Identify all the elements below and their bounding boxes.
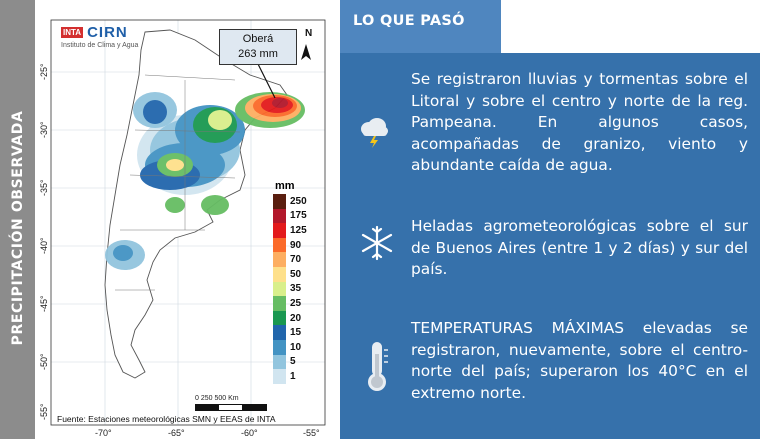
legend-swatch [273, 281, 286, 297]
north-arrow-icon [301, 44, 311, 60]
map-source: Fuente: Estaciones meteorológicas SMN y … [57, 414, 276, 424]
lat-label: -25° [39, 63, 49, 80]
legend-swatch [273, 296, 286, 311]
header-strip [501, 0, 760, 53]
legend-swatch [273, 354, 286, 370]
legend-swatch [273, 208, 286, 224]
legend-label: 1 [290, 370, 296, 382]
legend-swatch [273, 252, 286, 267]
snowflake-icon [361, 225, 393, 261]
lat-label: -55° [39, 403, 49, 420]
legend-swatch [273, 339, 286, 355]
inta-logo: INTA [61, 27, 84, 38]
legend-swatch [273, 194, 286, 209]
side-title: PRECIPITACIÓN OBSERVADA [10, 110, 26, 346]
legend-row: 25 [273, 296, 325, 311]
legend-row: 175 [273, 208, 325, 224]
callout-value: 263 mm [238, 48, 278, 60]
legend-swatch [273, 310, 286, 326]
legend-label: 250 [290, 195, 307, 207]
lat-label: -35° [39, 179, 49, 196]
legend-swatch [273, 223, 286, 238]
header-tab [340, 0, 501, 53]
lat-label: -45° [39, 295, 49, 312]
legend-label: 10 [290, 341, 302, 353]
legend-label: 175 [290, 210, 307, 222]
legend-swatch [273, 237, 286, 253]
legend-row: 90 [273, 237, 325, 253]
legend-row: 1 [273, 369, 325, 384]
legend-row: 10 [273, 339, 325, 355]
legend-row: 5 [273, 354, 325, 370]
legend-title: mm [275, 180, 295, 192]
cirn-logo: INTA CIRN [61, 24, 128, 41]
panel-header: LO QUE PASÓ [353, 13, 465, 29]
legend-label: 70 [290, 254, 302, 266]
divider [328, 0, 340, 439]
scale-bar [195, 404, 267, 411]
item-rain: Se registraron lluvias y tormentas sobre… [411, 70, 748, 174]
callout-city: Oberá [242, 33, 274, 45]
side-band: PRECIPITACIÓN OBSERVADA [0, 0, 35, 439]
legend-swatch [273, 325, 286, 340]
lon-label: -55° [303, 428, 320, 438]
legend-label: 50 [290, 268, 302, 280]
scale-labels: 0 250 500 Km [195, 395, 239, 402]
legend-swatch [273, 266, 286, 282]
legend-label: 90 [290, 239, 302, 251]
legend-label: 125 [290, 224, 307, 236]
precip-legend: mm 250 175 125 90 70 50 35 25 20 15 10 5 1 [273, 180, 325, 384]
legend-row: 15 [273, 325, 325, 340]
thermometer-icon [368, 342, 388, 391]
north-label: N [305, 28, 313, 39]
legend-label: 35 [290, 283, 302, 295]
legend-row: 35 [273, 281, 325, 297]
lat-label: -40° [39, 237, 49, 254]
legend-row: 50 [273, 266, 325, 282]
lon-label: -60° [241, 428, 258, 438]
item-temperatures: TEMPERATURAS MÁXIMAS elevadas se registr… [411, 319, 748, 402]
legend-label: 5 [290, 356, 296, 368]
lat-label: -30° [39, 121, 49, 138]
lat-label: -50° [39, 353, 49, 370]
legend-label: 25 [290, 297, 302, 309]
summary-panel [340, 0, 760, 439]
legend-row: 70 [273, 252, 325, 267]
legend-label: 20 [290, 312, 302, 324]
item-frost: Heladas agrometeorológicas sobre el sur … [411, 217, 748, 278]
lon-label: -70° [95, 428, 112, 438]
legend-row: 125 [273, 223, 325, 238]
storm-cloud-icon [361, 118, 388, 148]
legend-row: 20 [273, 310, 325, 326]
logo-subtitle: Instituto de Clima y Agua [61, 42, 139, 49]
obera-callout: Oberá 263 mm [219, 29, 297, 65]
legend-row: 250 [273, 194, 325, 209]
lon-label: -65° [168, 428, 185, 438]
legend-label: 15 [290, 327, 302, 339]
precipitation-map: -25° -30° -35° -40° -45° -50° -55° -70° … [35, 0, 328, 439]
legend-swatch [273, 369, 286, 384]
cirn-logo-text: CIRN [87, 24, 128, 41]
